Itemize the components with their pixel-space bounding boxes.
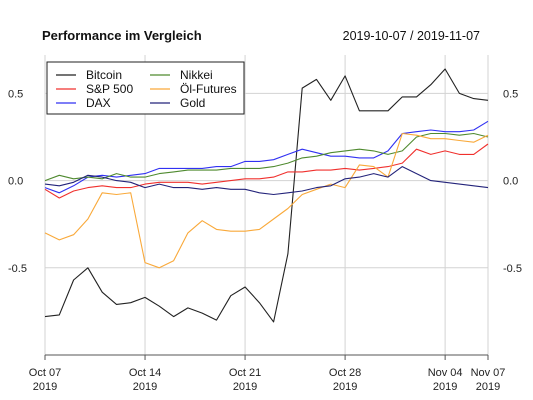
x-tick-label: Oct 07 [29,367,61,379]
series-line-s-p-500 [44,143,489,199]
series-lines [44,68,489,323]
x-tick-year: 2019 [333,381,357,393]
x-tick-year: 2019 [476,381,500,393]
x-tick-year: 2019 [33,381,57,393]
legend-label-bitcoin: Bitcoin [86,68,122,82]
axes: 0.5 0.5 0.0 0.0 -0.5 -0.5 Oct 07 2019 Oct 14 2019… [8,88,522,393]
x-tick-year: 2019 [133,381,157,393]
legend-label-s-p-500: S&P 500 [86,82,133,96]
x-tick-label: Oct 14 [129,367,161,379]
y-tick-label-left: 0.0 [8,176,23,188]
legend-label-nikkei: Nikkei [180,68,213,82]
x-tick-label: Nov 07 [471,367,506,379]
series-line-bitcoin [44,68,489,323]
series-line--l-futures [44,132,489,269]
date-range: 2019-10-07 / 2019-11-07 [343,29,480,43]
y-tick-label-right: 0.0 [503,176,518,188]
x-tick-year: 2019 [433,381,457,393]
x-tick-label: Nov 04 [428,367,463,379]
y-tick-label-left: -0.5 [8,263,27,275]
legend-label-dax: DAX [86,96,111,110]
y-tick-label-left: 0.5 [8,88,23,100]
x-tick-label: Oct 21 [229,367,261,379]
chart-title: Performance im Vergleich [42,28,202,43]
legend-box [46,61,245,115]
series-line-nikkei [44,132,489,182]
legend-label--l-futures: Öl-Futures [180,82,237,96]
x-tick-year: 2019 [233,381,257,393]
legend-label-gold: Gold [180,96,205,110]
x-tick-label: Oct 28 [329,367,361,379]
y-tick-label-right: -0.5 [503,263,522,275]
y-tick-label-right: 0.5 [503,88,518,100]
series-line-gold [44,166,489,196]
series-line-dax [44,120,489,194]
